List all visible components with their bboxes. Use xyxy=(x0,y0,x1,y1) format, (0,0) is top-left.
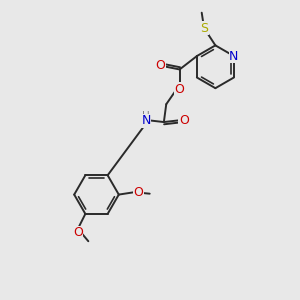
Text: O: O xyxy=(175,82,184,96)
Text: O: O xyxy=(156,59,166,72)
Text: O: O xyxy=(179,114,189,127)
Text: N: N xyxy=(229,50,239,63)
Text: O: O xyxy=(73,226,83,239)
Text: N: N xyxy=(141,114,151,128)
Text: H: H xyxy=(142,111,150,122)
Text: O: O xyxy=(134,186,143,199)
Text: S: S xyxy=(200,22,208,34)
